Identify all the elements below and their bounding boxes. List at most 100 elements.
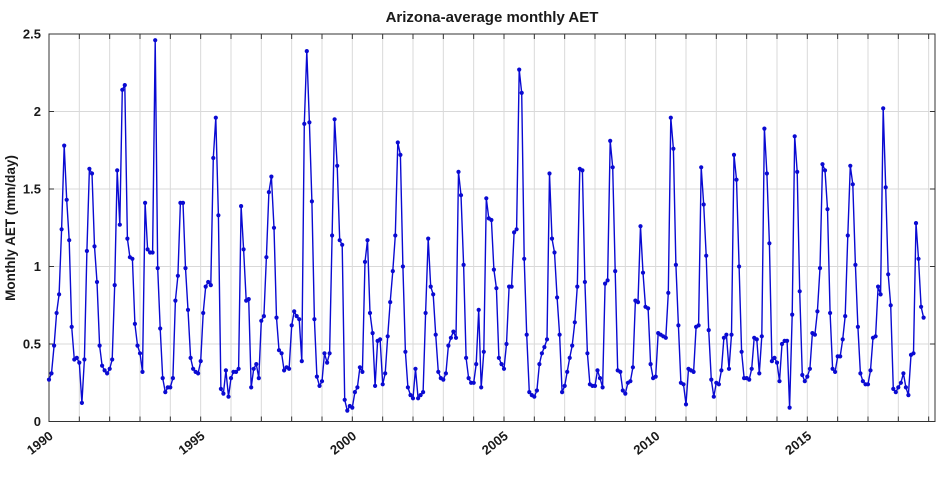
- data-point-marker: [704, 253, 709, 258]
- data-point-marker: [565, 369, 570, 374]
- grid-layer: [49, 34, 935, 422]
- data-point-marker: [350, 405, 355, 410]
- data-point-marker: [511, 230, 517, 235]
- data-point-marker: [567, 355, 572, 360]
- data-point-marker: [539, 351, 545, 356]
- data-point-marker: [868, 368, 873, 373]
- data-point-marker: [466, 376, 471, 381]
- data-point-marker: [898, 380, 904, 385]
- data-point-marker: [309, 199, 314, 204]
- data-point-marker: [767, 241, 772, 246]
- data-point-marker: [646, 306, 651, 311]
- data-point-marker: [360, 369, 365, 374]
- data-point-marker: [223, 368, 228, 373]
- data-point-marker: [595, 368, 600, 373]
- x-tick-label: 1990: [24, 428, 56, 458]
- data-point-marker: [547, 171, 552, 176]
- tick-label-layer: 0 0.5 1 1.5 2 2.5 1990 1995 2000 2005 2010 2015: [23, 27, 814, 458]
- data-point-marker: [317, 383, 322, 388]
- data-point-marker: [264, 255, 269, 260]
- data-point-marker: [600, 385, 605, 390]
- data-point-marker: [416, 396, 421, 401]
- data-point-marker: [304, 49, 309, 54]
- data-point-marker: [754, 337, 759, 342]
- data-point-marker: [405, 385, 410, 390]
- data-point-marker: [352, 390, 357, 395]
- data-point-marker: [226, 394, 231, 399]
- data-point-marker: [610, 165, 615, 170]
- data-point-marker: [838, 354, 843, 359]
- data-point-marker: [509, 284, 514, 289]
- data-point-marker: [282, 368, 287, 373]
- data-point-marker: [52, 343, 57, 348]
- data-point-marker: [759, 334, 764, 339]
- aet-series-line: [48, 39, 925, 412]
- data-point-marker: [603, 281, 608, 286]
- data-point-marker: [158, 326, 163, 331]
- data-point-marker: [716, 382, 722, 387]
- data-point-marker: [901, 371, 906, 376]
- data-point-marker: [865, 382, 871, 387]
- data-point-marker: [239, 204, 244, 209]
- data-point-marker: [82, 357, 87, 362]
- data-point-marker: [155, 266, 160, 271]
- data-point-marker: [893, 390, 898, 395]
- data-point-marker: [218, 386, 223, 391]
- data-point-marker: [46, 377, 52, 382]
- data-point-marker: [620, 388, 625, 393]
- data-point-marker: [206, 279, 211, 285]
- data-point-marker: [289, 323, 294, 328]
- data-point-marker: [719, 368, 724, 373]
- data-point-marker: [54, 310, 59, 316]
- data-point-marker: [772, 355, 777, 360]
- data-point-marker: [120, 87, 125, 92]
- data-point-marker: [64, 197, 69, 202]
- data-point-marker: [287, 366, 292, 371]
- data-point-marker: [362, 259, 368, 264]
- data-point-marker: [822, 168, 828, 173]
- data-point-marker: [833, 369, 838, 374]
- data-point-marker: [312, 317, 317, 322]
- data-point-marker: [706, 328, 711, 333]
- chart-title: Arizona-average monthly AET: [386, 9, 599, 26]
- data-point-marker: [580, 168, 585, 173]
- data-point-marker: [378, 337, 383, 342]
- data-point-marker: [471, 380, 476, 385]
- data-point-marker: [878, 292, 883, 297]
- data-point-marker: [691, 369, 696, 374]
- data-point-marker: [613, 269, 618, 274]
- data-point-marker: [251, 366, 256, 371]
- data-point-marker: [117, 222, 122, 227]
- data-point-marker: [180, 200, 186, 205]
- data-point-marker: [302, 121, 307, 126]
- data-point-marker: [395, 140, 400, 145]
- data-point-marker: [256, 376, 261, 381]
- y-axis-label: Monthly AET (mm/day): [3, 155, 18, 301]
- data-point-marker: [433, 332, 438, 337]
- data-point-marker: [249, 385, 254, 390]
- data-point-marker: [393, 233, 398, 238]
- data-point-marker: [855, 324, 861, 329]
- data-point-marker: [102, 368, 107, 373]
- data-point-marker: [605, 278, 610, 283]
- data-point-marker: [140, 369, 145, 374]
- data-point-marker: [105, 371, 110, 376]
- data-point-marker: [365, 238, 370, 243]
- data-point-marker: [188, 355, 193, 360]
- data-point-marker: [357, 365, 362, 370]
- data-point-marker: [919, 304, 924, 309]
- data-point-marker: [410, 396, 416, 401]
- data-point-marker: [183, 266, 188, 271]
- data-point-marker: [795, 169, 800, 174]
- data-point-marker: [436, 369, 441, 374]
- data-point-marker: [428, 284, 433, 289]
- data-point-marker: [92, 244, 97, 249]
- data-point-marker: [802, 379, 807, 384]
- data-point-marker: [112, 283, 117, 288]
- y-tick-label: 1: [34, 259, 41, 274]
- data-point-marker: [476, 307, 481, 312]
- data-point-marker: [737, 264, 742, 269]
- data-point-marker: [668, 115, 673, 120]
- data-point-marker: [259, 318, 264, 323]
- data-point-marker: [241, 247, 246, 252]
